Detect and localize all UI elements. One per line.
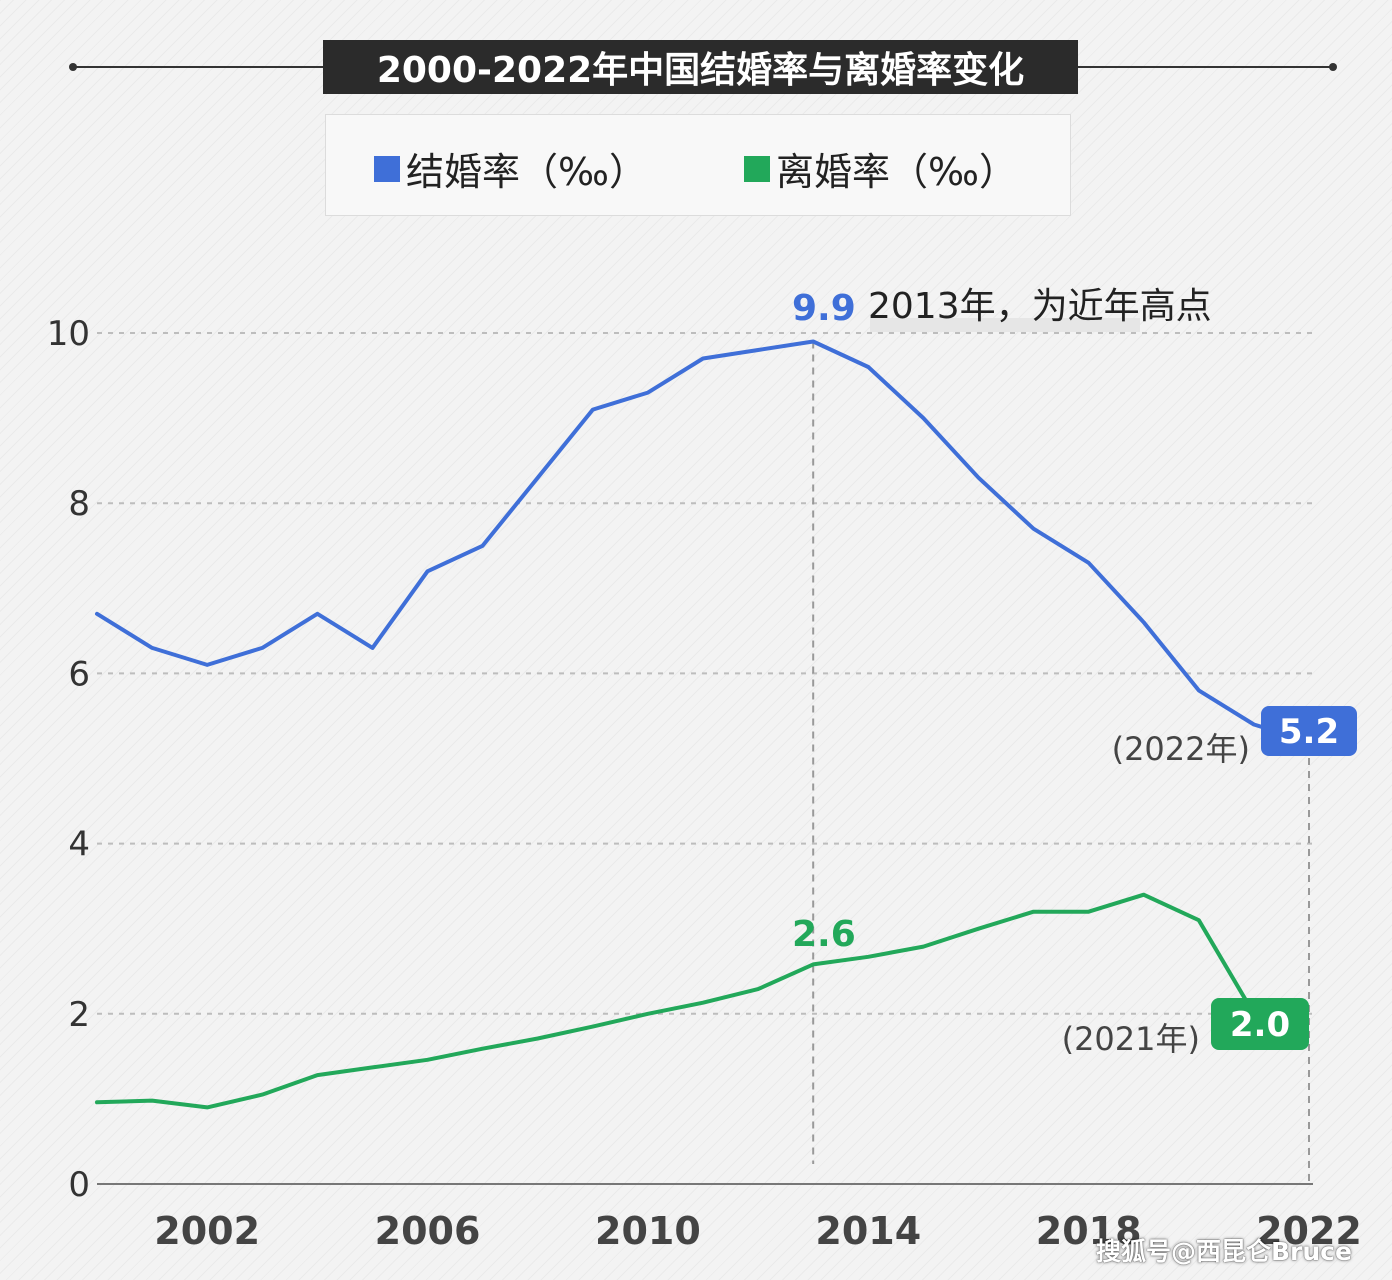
x-tick-label: 2006 [375,1209,481,1253]
legend-label-marriage: 结婚率（‰） [406,150,647,194]
peak-note-label: 2013年，为近年高点 [868,286,1212,327]
y-tick-label: 6 [68,654,90,694]
divorce-end-value: 2.0 [1230,1005,1290,1045]
legend: 结婚率（‰） 离婚率（‰） [325,114,1071,216]
divorce-rate-line [95,892,1256,1110]
marriage-end-badge [1261,706,1357,756]
x-tick-label: 2010 [595,1209,701,1253]
legend-item-divorce: 离婚率（‰） [744,141,1017,196]
watermark-text: 搜狐号@西昆仑Bruce [1096,1237,1352,1266]
marriage-end-value: 5.2 [1279,712,1339,752]
x-axis-ticks: 2002 2006 2010 2014 2018 2022 [154,1209,1362,1253]
x-tick-label: 2002 [154,1209,260,1253]
peak-value-label: 9.9 [792,288,856,329]
marriage-end-year: (2022年) [1112,730,1250,768]
y-tick-label: 2 [68,995,90,1035]
chart-title: 2000-2022年中国结婚率与离婚率变化 [323,40,1078,94]
x-tick-label: 2022 [1256,1209,1362,1253]
y-axis-ticks: 0 2 4 6 8 10 [47,314,90,1205]
divorce-end-badge [1211,998,1309,1050]
marriage-rate-line [95,339,1311,744]
divorce-mid-value-label: 2.6 [792,914,856,955]
y-tick-label: 8 [68,484,90,524]
title-rule-left-dot [69,63,77,71]
legend-item-marriage: 结婚率（‰） [374,141,647,196]
x-tick-label: 2018 [1036,1209,1142,1253]
series-lines [95,339,1311,1110]
legend-swatch-divorce [744,155,770,182]
grid-lines [97,332,1313,1015]
y-tick-label: 0 [68,1165,90,1205]
y-tick-label: 10 [47,314,90,354]
title-rule-right-dot [1329,63,1337,71]
legend-label-divorce: 离婚率（‰） [776,150,1017,194]
y-tick-label: 4 [68,825,90,865]
legend-swatch-marriage [374,155,400,182]
divorce-end-year: (2021年) [1062,1020,1200,1058]
x-tick-label: 2014 [815,1209,921,1253]
peak-note-underline [870,318,1140,332]
